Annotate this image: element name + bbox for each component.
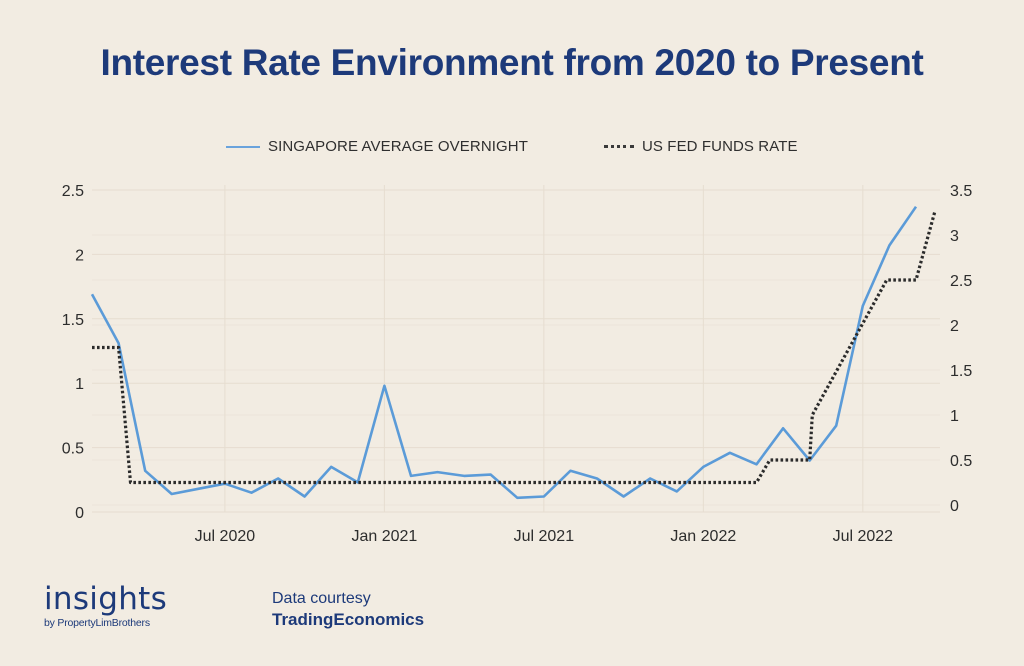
y-left-tick-label: 2 <box>75 247 84 264</box>
legend-label-singapore: SINGAPORE AVERAGE OVERNIGHT <box>268 138 528 155</box>
y-axis-left: 0 0.5 1 1.5 2 2.5 <box>62 183 84 522</box>
legend-label-fed: US FED FUNDS RATE <box>642 138 798 155</box>
y-right-tick-label: 3.5 <box>950 183 972 200</box>
x-tick-label: Jul 2022 <box>833 528 894 545</box>
y-left-tick-label: 0 <box>75 505 84 522</box>
x-axis: Jul 2020 Jan 2021 Jul 2021 Jan 2022 Jul 2022 <box>195 528 894 545</box>
legend: SINGAPORE AVERAGE OVERNIGHT US FED FUNDS… <box>0 138 1024 158</box>
legend-item-singapore[interactable]: SINGAPORE AVERAGE OVERNIGHT <box>226 138 528 155</box>
x-tick-label: Jul 2020 <box>195 528 256 545</box>
y-right-tick-label: 1.5 <box>950 363 972 380</box>
y-right-tick-label: 1 <box>950 408 959 425</box>
solid-line-swatch-icon <box>226 145 260 148</box>
y-left-tick-label: 1.5 <box>62 312 84 329</box>
x-tick-label: Jan 2021 <box>351 528 417 545</box>
x-tick-label: Jan 2022 <box>670 528 736 545</box>
series-line-singapore-overnight <box>90 205 918 500</box>
logo-wordmark: insights <box>44 581 168 617</box>
series-line-us-fed-funds <box>92 212 937 485</box>
credit-source: TradingEconomics <box>272 610 425 629</box>
gridlines <box>92 185 940 513</box>
logo-subtitle: by PropertyLimBrothers <box>44 617 150 629</box>
y-right-tick-label: 2 <box>950 318 959 335</box>
y-left-tick-label: 1 <box>75 376 84 393</box>
y-right-tick-label: 3 <box>950 228 959 245</box>
credit-label: Data courtesy <box>272 590 371 607</box>
y-axis-right: 0 0.5 1 1.5 2 2.5 3 3.5 <box>950 183 972 515</box>
x-tick-label: Jul 2021 <box>514 528 575 545</box>
y-left-tick-label: 0.5 <box>62 441 84 458</box>
y-right-tick-label: 0.5 <box>950 453 972 470</box>
legend-item-fed[interactable]: US FED FUNDS RATE <box>604 138 798 155</box>
brand-logo: insights by PropertyLimBrothers <box>44 581 168 630</box>
chart-title: Interest Rate Environment from 2020 to P… <box>100 42 924 83</box>
y-right-tick-label: 2.5 <box>950 273 972 290</box>
dotted-line-swatch-icon <box>604 145 634 148</box>
y-right-tick-label: 0 <box>950 498 959 515</box>
y-left-tick-label: 2.5 <box>62 183 84 200</box>
data-credit: Data courtesy TradingEconomics <box>272 590 424 630</box>
series-lines <box>90 205 937 500</box>
